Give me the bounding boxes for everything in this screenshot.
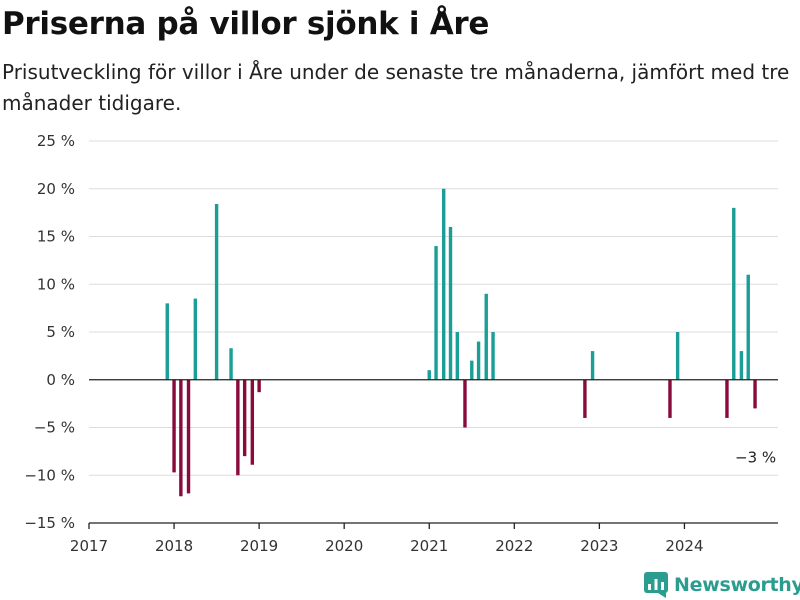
bar bbox=[214, 204, 219, 380]
bar bbox=[229, 348, 233, 380]
y-tick-label: 15 % bbox=[37, 228, 75, 246]
y-tick-label: 25 % bbox=[37, 132, 75, 150]
bar bbox=[491, 332, 495, 380]
bar bbox=[732, 207, 736, 380]
bar bbox=[193, 298, 198, 380]
bar bbox=[434, 246, 438, 380]
bar bbox=[242, 379, 247, 457]
bar bbox=[455, 332, 460, 380]
chart-title: Priserna på villor sjönk i Åre bbox=[2, 6, 490, 42]
x-tick-label: 2024 bbox=[665, 537, 703, 555]
y-tick-label: 20 % bbox=[37, 180, 75, 198]
brand-name: Newsworthy bbox=[674, 574, 800, 596]
bar bbox=[476, 341, 481, 380]
bar bbox=[668, 379, 672, 418]
bar bbox=[448, 226, 453, 380]
x-tick-label: 2022 bbox=[495, 537, 533, 555]
bar bbox=[583, 379, 587, 418]
x-tick-label: 2019 bbox=[240, 537, 278, 555]
y-tick-label: 5 % bbox=[46, 323, 75, 341]
last-value-annotation: −3 % bbox=[735, 448, 776, 466]
bar bbox=[257, 379, 261, 393]
y-tick-label: −5 % bbox=[34, 419, 75, 437]
bar bbox=[470, 360, 474, 380]
bar-chart-logo-icon bbox=[644, 572, 668, 598]
bar bbox=[590, 351, 595, 380]
bar bbox=[753, 379, 757, 409]
bar bbox=[172, 379, 176, 473]
bar bbox=[675, 332, 680, 380]
bar bbox=[186, 379, 191, 494]
bar bbox=[725, 379, 729, 418]
x-tick-label: 2017 bbox=[70, 537, 108, 555]
bar bbox=[739, 351, 744, 380]
brand-logo: Newsworthy bbox=[644, 570, 800, 600]
x-tick-label: 2018 bbox=[155, 537, 193, 555]
bar bbox=[427, 370, 431, 380]
chart-subtitle: Prisutveckling för villor i Åre under de… bbox=[2, 60, 790, 115]
x-tick-label: 2023 bbox=[580, 537, 618, 555]
y-tick-label: −10 % bbox=[24, 466, 75, 484]
bar bbox=[484, 293, 488, 380]
bar bbox=[236, 379, 240, 476]
y-tick-label: −15 % bbox=[24, 514, 75, 532]
bar bbox=[442, 188, 446, 380]
bar bbox=[165, 303, 169, 380]
x-tick-label: 2020 bbox=[325, 537, 363, 555]
bar bbox=[179, 379, 183, 497]
y-tick-label: 10 % bbox=[37, 275, 75, 293]
bar bbox=[463, 379, 467, 428]
x-tick-label: 2021 bbox=[410, 537, 448, 555]
bar bbox=[746, 274, 750, 380]
bar bbox=[250, 379, 255, 465]
y-tick-label: 0 % bbox=[46, 371, 75, 389]
